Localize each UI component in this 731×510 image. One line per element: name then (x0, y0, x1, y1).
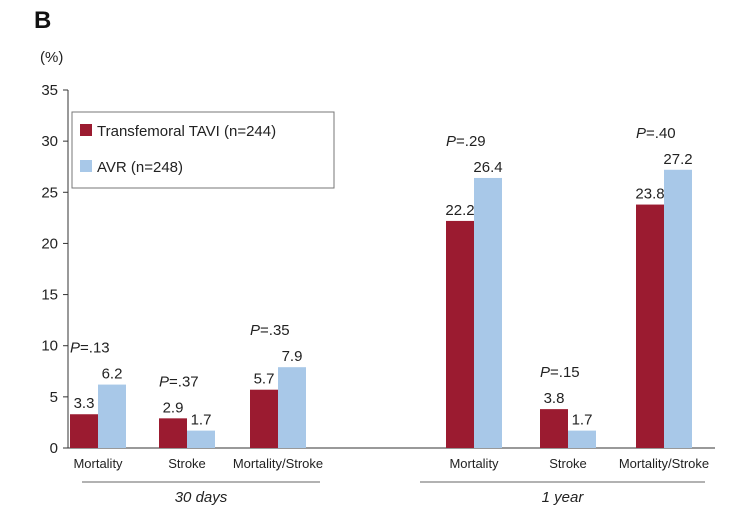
category-label: Stroke (549, 456, 587, 471)
data-label: 26.4 (473, 159, 502, 176)
labels: 3.3 6.2 Mortality P=.13 2.9 1.7 Stroke P=.37 5.7… (70, 125, 709, 506)
y-tick-label: 5 (50, 389, 58, 406)
category-label: Stroke (168, 456, 206, 471)
group-label: 30 days (175, 489, 228, 506)
bar-avr (187, 430, 215, 448)
bar-tavi (250, 389, 278, 448)
data-label: 2.9 (163, 399, 184, 416)
legend: Transfemoral TAVI (n=244) AVR (n=248) (71, 111, 335, 189)
p-value-label: P=.13 (70, 340, 110, 357)
bar-tavi (159, 418, 187, 448)
p-value-label: P=.40 (636, 125, 676, 142)
group-label: 1 year (542, 489, 585, 506)
p-value-label: P=.15 (540, 364, 580, 381)
bars (70, 169, 692, 449)
bar-tavi (636, 204, 664, 448)
category-label: Mortality (73, 456, 123, 471)
category-label: Mortality (449, 456, 499, 471)
legend-box (71, 111, 335, 189)
y-tick-label: 25 (41, 184, 58, 201)
y-tick-label: 10 (41, 338, 58, 355)
data-label: 3.8 (544, 390, 565, 407)
data-label: 1.7 (572, 412, 593, 429)
panel-letter: B (34, 7, 51, 34)
bar-avr (664, 169, 692, 449)
data-label: 5.7 (254, 371, 275, 388)
legend-entry: AVR (n=248) (97, 159, 183, 176)
y-axis-unit: (%) (40, 49, 63, 66)
y-tick-label: 20 (41, 235, 58, 252)
data-label: 27.2 (663, 151, 692, 168)
bar-tavi (446, 220, 474, 448)
y-tick-label: 30 (41, 133, 58, 150)
legend-swatch (80, 124, 92, 136)
bar-avr (474, 177, 502, 449)
data-label: 6.2 (102, 366, 123, 383)
data-label: 7.9 (282, 348, 303, 365)
p-value-label: P=.35 (250, 322, 290, 339)
bar-avr (568, 430, 596, 448)
data-label: 3.3 (74, 395, 95, 412)
bar-avr (278, 367, 306, 448)
data-label: 23.8 (635, 186, 664, 203)
category-label: Mortality/Stroke (233, 456, 323, 471)
legend-swatch (80, 160, 92, 172)
bar-avr (98, 384, 126, 448)
y-tick-label: 35 (41, 82, 58, 99)
legend-entry: Transfemoral TAVI (n=244) (97, 123, 276, 140)
p-value-label: P=.29 (446, 133, 486, 150)
p-value-label: P=.37 (159, 373, 199, 390)
data-label: 1.7 (191, 412, 212, 429)
data-label: 22.2 (445, 202, 474, 219)
bar-tavi (540, 409, 568, 448)
y-tick-label: 0 (50, 440, 58, 457)
category-label: Mortality/Stroke (619, 456, 709, 471)
bar-tavi (70, 414, 98, 448)
y-tick-label: 15 (41, 287, 58, 304)
